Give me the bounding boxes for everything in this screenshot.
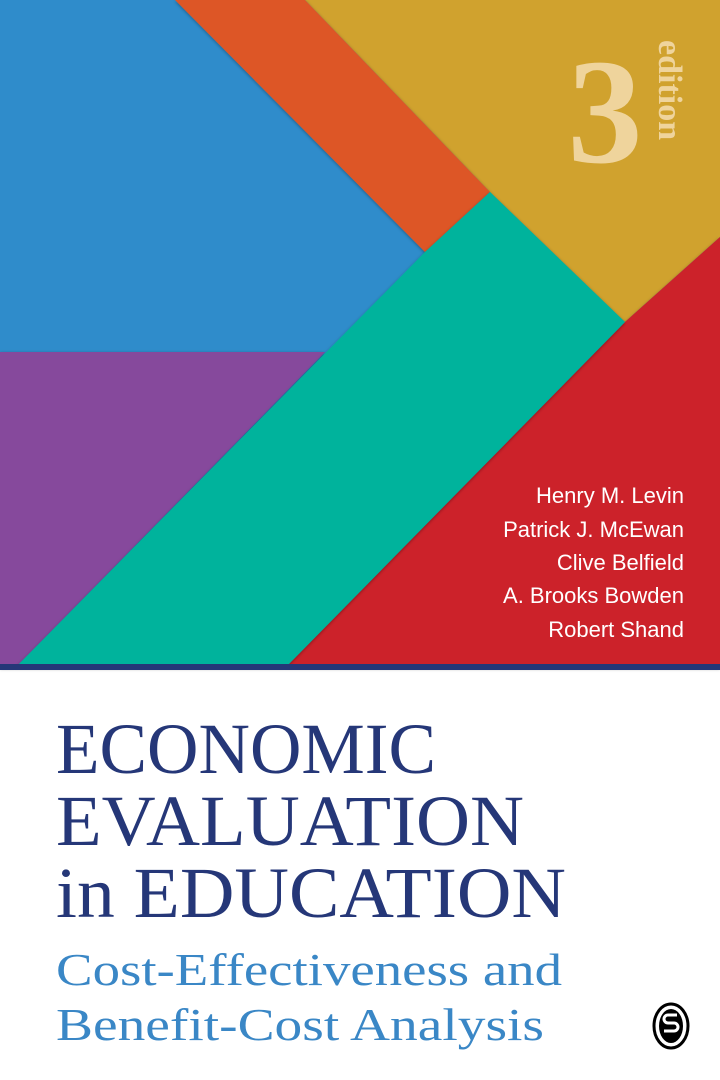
publisher-logo	[652, 1002, 690, 1050]
teal-panel	[15, 192, 625, 668]
red-panel	[285, 237, 720, 668]
author-name: Clive Belfield	[557, 550, 684, 575]
gold-panel	[305, 0, 720, 322]
author-list: Henry M. Levin Patrick J. McEwan Clive B…	[503, 483, 684, 642]
author-name: Henry M. Levin	[536, 483, 684, 508]
subtitle-line: Benefit-Cost Analysis	[56, 999, 544, 1050]
author-name: Patrick J. McEwan	[503, 517, 684, 542]
title-line: in EDUCATION	[56, 853, 566, 933]
edition-number: 3	[568, 29, 643, 195]
author-name: A. Brooks Bowden	[503, 583, 684, 608]
book-subtitle: Cost-Effectiveness and Benefit-Cost Anal…	[56, 944, 562, 1050]
cover-art	[0, 0, 720, 668]
divider-band	[0, 664, 720, 670]
edition-label: edition	[651, 40, 688, 140]
subtitle-line: Cost-Effectiveness and	[56, 944, 562, 995]
author-name: Robert Shand	[548, 617, 684, 642]
orange-panel	[175, 0, 490, 252]
purple-panel	[0, 352, 325, 668]
title-line: EVALUATION	[56, 781, 524, 861]
title-line: ECONOMIC	[56, 709, 436, 789]
book-title: ECONOMIC EVALUATION in EDUCATION	[56, 709, 566, 933]
